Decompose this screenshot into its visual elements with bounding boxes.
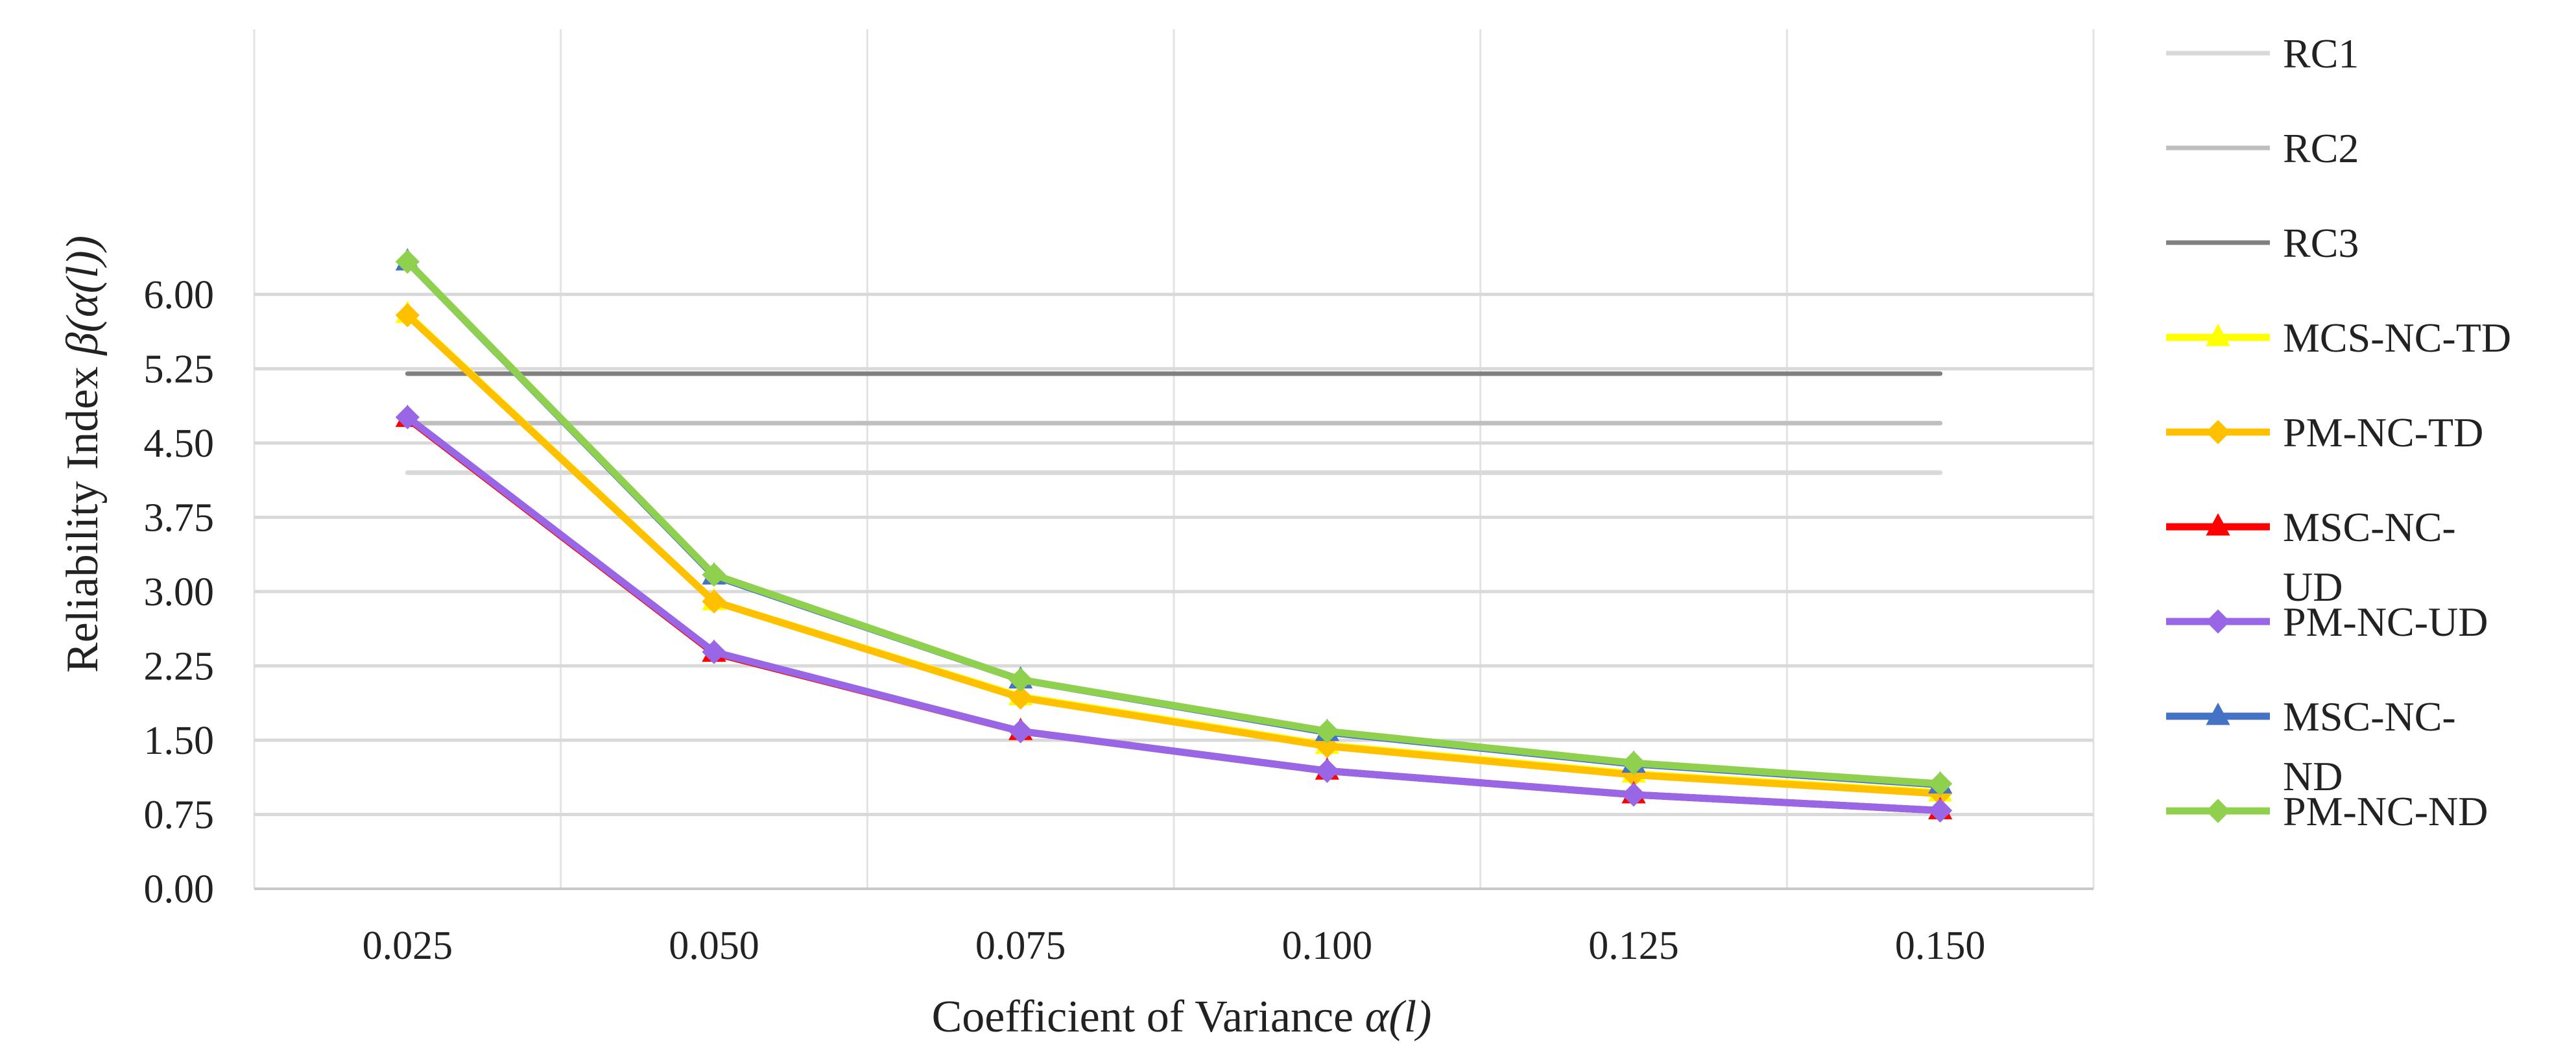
data-point-pm-nc-td	[395, 303, 420, 328]
series-line-pm-nc-nd	[403, 258, 1944, 788]
legend-swatch-marker	[2206, 324, 2230, 346]
data-point-pm-nc-nd	[1008, 668, 1033, 692]
data-point-pm-nc-nd	[1621, 751, 1646, 775]
x-axis-title: Coefficient of Variance α(l)	[932, 992, 1432, 1042]
data-point-pm-nc-td	[702, 589, 726, 614]
legend-label: RC2	[2283, 125, 2359, 171]
data-point-pm-nc-ud	[1928, 798, 1953, 823]
legend-swatch-marker	[2206, 513, 2230, 536]
data-point-pm-nc-nd	[702, 562, 726, 587]
data-point-pm-nc-ud	[702, 640, 726, 664]
legend-label: MCS-NC-TD	[2283, 315, 2511, 361]
legend-swatch-marker	[2206, 703, 2230, 725]
data-point-pm-nc-ud	[395, 405, 420, 429]
legend-item-rc2: RC2	[2166, 125, 2359, 171]
legend-swatch-marker	[2206, 609, 2230, 634]
y-tick-label: 3.75	[144, 496, 215, 540]
series-line-pm-nc-td	[403, 311, 1944, 797]
series-pm-nc-ud	[395, 405, 1953, 823]
y-tick-label: 0.75	[144, 793, 215, 837]
legend-label: PM-NC-UD	[2283, 599, 2488, 645]
y-tick-label: 3.00	[144, 570, 215, 614]
data-point-pm-nc-td	[1008, 685, 1033, 710]
data-point-pm-nc-ud	[1008, 719, 1033, 743]
series-pm-nc-nd	[395, 249, 1953, 796]
y-tick-label: 4.50	[144, 422, 215, 466]
legend-label: MSC-NC-UD	[2283, 504, 2456, 610]
legend: RC1RC2RC3MCS-NC-TDPM-NC-TDMSC-NC-UDPM-NC…	[2166, 30, 2511, 834]
legend-label: PM-NC-TD	[2283, 409, 2483, 455]
legend-item-mcs-nc-td: MCS-NC-TD	[2166, 315, 2511, 361]
legend-label: PM-NC-ND	[2283, 788, 2488, 834]
y-tick-label: 1.50	[144, 719, 215, 763]
legend-item-pm-nc-ud: PM-NC-UD	[2166, 599, 2488, 645]
y-axis-title: Reliability Index β(α(l))	[58, 235, 108, 673]
y-tick-label: 0.00	[144, 867, 215, 911]
y-tick-label: 6.00	[144, 273, 215, 317]
legend-item-rc1: RC1	[2166, 30, 2359, 77]
legend-item-pm-nc-nd: PM-NC-ND	[2166, 788, 2488, 834]
legend-item-msc-nc-ud: MSC-NC-UD	[2166, 504, 2456, 610]
axis-layer: 0.00 0.75 1.50 2.25 3.00 3.75 4.50 5.25 6.00 0.02…	[144, 273, 2093, 968]
series-layer	[395, 248, 1953, 823]
y-tick-label: 2.25	[144, 644, 215, 688]
x-tick-label: 0.100	[1282, 924, 1373, 968]
legend-item-pm-nc-td: PM-NC-TD	[2166, 409, 2483, 455]
x-tick-label: 0.150	[1895, 924, 1986, 968]
legend-item-msc-nc-nd: MSC-NC-ND	[2166, 694, 2456, 799]
legend-item-rc3: RC3	[2166, 220, 2359, 266]
legend-swatch-marker	[2206, 420, 2230, 444]
data-point-pm-nc-nd	[395, 249, 420, 274]
legend-label: RC3	[2283, 220, 2359, 266]
x-tick-label: 0.050	[669, 924, 759, 968]
y-tick-label: 5.25	[144, 347, 215, 391]
grid-layer	[253, 29, 2095, 889]
legend-label: RC1	[2283, 30, 2359, 77]
data-point-pm-nc-ud	[1621, 782, 1646, 807]
x-tick-label: 0.125	[1588, 924, 1679, 968]
legend-swatch-marker	[2206, 799, 2230, 823]
series-line-pm-nc-ud	[403, 413, 1944, 814]
data-point-pm-nc-nd	[1928, 771, 1953, 796]
x-tick-label: 0.075	[975, 924, 1066, 968]
data-point-pm-nc-ud	[1315, 758, 1339, 783]
legend-label: MSC-NC-ND	[2283, 694, 2456, 799]
data-point-pm-nc-nd	[1315, 719, 1339, 743]
x-tick-label: 0.025	[363, 924, 453, 968]
